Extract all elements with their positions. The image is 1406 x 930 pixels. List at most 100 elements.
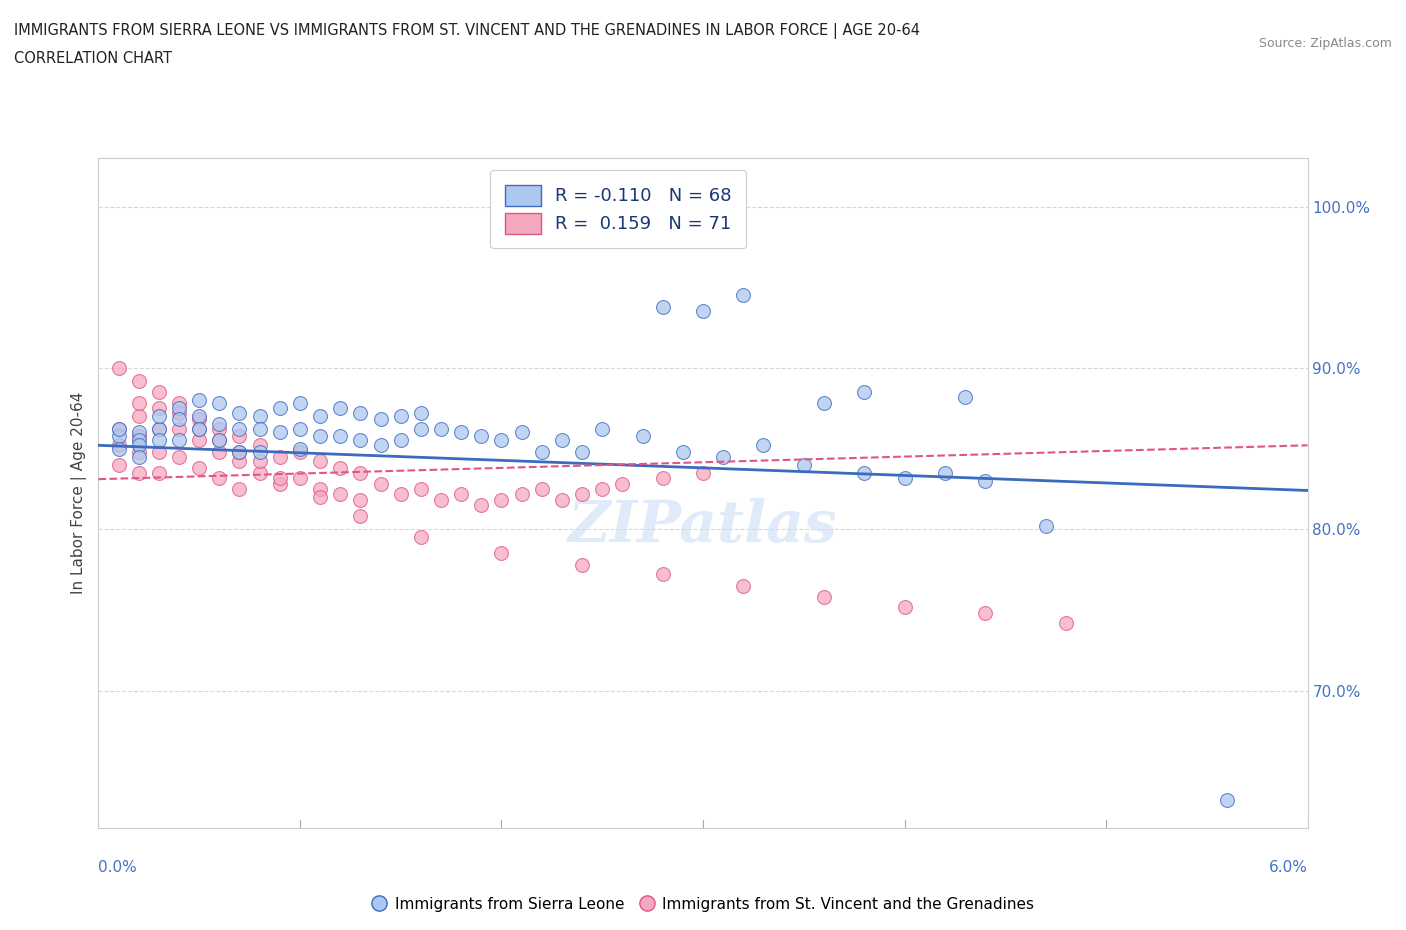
Point — [853, 465, 876, 480]
Point — [329, 401, 352, 416]
Text: CORRELATION CHART: CORRELATION CHART — [14, 51, 172, 66]
Point — [692, 465, 714, 480]
Point — [128, 396, 150, 411]
Point — [208, 471, 231, 485]
Point — [1054, 616, 1077, 631]
Point — [148, 421, 170, 436]
Point — [249, 438, 271, 453]
Point — [228, 428, 250, 443]
Point — [651, 471, 673, 485]
Point — [249, 465, 271, 480]
Text: 0.0%: 0.0% — [98, 860, 138, 875]
Point — [571, 445, 593, 459]
Point — [651, 567, 673, 582]
Point — [329, 428, 352, 443]
Text: 6.0%: 6.0% — [1268, 860, 1308, 875]
Point — [269, 449, 291, 464]
Point — [651, 299, 673, 314]
Point — [148, 433, 170, 448]
Point — [409, 530, 432, 545]
Point — [188, 409, 211, 424]
Point — [188, 433, 211, 448]
Point — [167, 396, 190, 411]
Point — [470, 498, 492, 512]
Point — [491, 433, 513, 448]
Point — [893, 471, 915, 485]
Point — [450, 486, 472, 501]
Point — [1216, 793, 1239, 808]
Point — [228, 454, 250, 469]
Point — [167, 401, 190, 416]
Point — [389, 433, 412, 448]
Point — [188, 421, 211, 436]
Point — [128, 425, 150, 440]
Point — [591, 421, 613, 436]
Legend: Immigrants from Sierra Leone, Immigrants from St. Vincent and the Grenadines: Immigrants from Sierra Leone, Immigrants… — [366, 891, 1040, 918]
Point — [309, 454, 332, 469]
Point — [128, 409, 150, 424]
Point — [107, 361, 129, 376]
Point — [188, 460, 211, 475]
Point — [571, 486, 593, 501]
Point — [107, 428, 129, 443]
Point — [612, 476, 634, 491]
Point — [329, 460, 352, 475]
Point — [288, 471, 311, 485]
Point — [128, 433, 150, 448]
Point — [953, 390, 976, 405]
Point — [349, 433, 371, 448]
Point — [370, 438, 392, 453]
Point — [148, 409, 170, 424]
Point — [813, 396, 835, 411]
Point — [167, 421, 190, 436]
Point — [309, 428, 332, 443]
Point — [249, 409, 271, 424]
Point — [893, 599, 915, 614]
Point — [269, 476, 291, 491]
Text: ZIPatlas: ZIPatlas — [568, 498, 838, 554]
Point — [370, 476, 392, 491]
Point — [148, 465, 170, 480]
Point — [188, 392, 211, 407]
Point — [733, 287, 755, 302]
Legend: R = -0.110   N = 68, R =  0.159   N = 71: R = -0.110 N = 68, R = 0.159 N = 71 — [491, 170, 747, 248]
Point — [813, 590, 835, 604]
Point — [167, 433, 190, 448]
Text: IMMIGRANTS FROM SIERRA LEONE VS IMMIGRANTS FROM ST. VINCENT AND THE GRENADINES I: IMMIGRANTS FROM SIERRA LEONE VS IMMIGRAN… — [14, 23, 920, 39]
Point — [672, 445, 695, 459]
Point — [269, 471, 291, 485]
Point — [228, 482, 250, 497]
Point — [450, 425, 472, 440]
Point — [329, 486, 352, 501]
Point — [591, 482, 613, 497]
Point — [409, 421, 432, 436]
Point — [167, 412, 190, 427]
Point — [409, 482, 432, 497]
Point — [228, 445, 250, 459]
Point — [128, 428, 150, 443]
Point — [208, 417, 231, 432]
Point — [128, 465, 150, 480]
Point — [249, 421, 271, 436]
Point — [470, 428, 492, 443]
Point — [288, 396, 311, 411]
Point — [349, 509, 371, 524]
Point — [288, 421, 311, 436]
Point — [733, 578, 755, 593]
Point — [167, 405, 190, 420]
Point — [409, 405, 432, 420]
Point — [551, 433, 574, 448]
Point — [208, 433, 231, 448]
Point — [128, 438, 150, 453]
Point — [551, 493, 574, 508]
Point — [389, 409, 412, 424]
Point — [934, 465, 956, 480]
Point — [269, 401, 291, 416]
Point — [974, 605, 997, 620]
Point — [188, 412, 211, 427]
Point — [208, 396, 231, 411]
Point — [1035, 519, 1057, 534]
Point — [208, 445, 231, 459]
Point — [974, 473, 997, 488]
Point — [148, 421, 170, 436]
